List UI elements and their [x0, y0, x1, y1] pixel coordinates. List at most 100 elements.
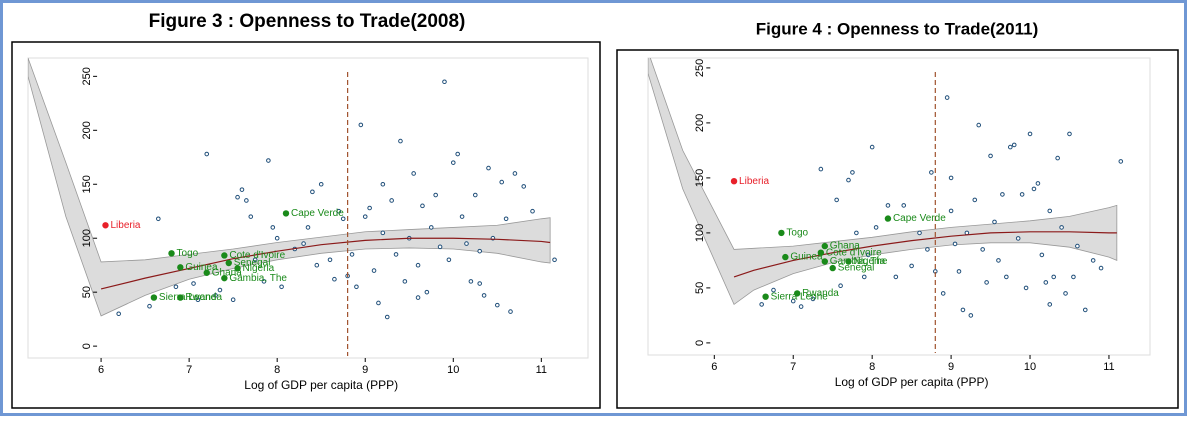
scatter-point: [508, 309, 513, 314]
y-tick-label: 0: [81, 343, 93, 349]
scatter-point: [156, 216, 161, 222]
x-tick-label: 9: [362, 364, 368, 376]
scatter-point: [354, 284, 359, 290]
scatter-point: [393, 252, 399, 257]
scatter-point: [988, 153, 993, 159]
point-label: Gambia, The: [229, 273, 287, 284]
scatter-point: [1043, 280, 1049, 285]
labeled-point: [168, 250, 175, 257]
labeled-point: [829, 264, 836, 272]
scatter-point: [1067, 131, 1072, 137]
y-tick-label: 250: [81, 67, 93, 85]
y-tick-label: 150: [81, 175, 93, 193]
scatter-point: [1071, 274, 1076, 280]
scatter-point: [362, 214, 368, 219]
labeled-point: [177, 294, 184, 301]
scatter-point: [455, 151, 460, 157]
labeled-point: [221, 252, 228, 259]
point-label: Sierra Leone: [159, 292, 217, 303]
scatter-point: [952, 241, 958, 247]
scatter-point: [972, 197, 978, 203]
point-label: Ghana: [830, 241, 860, 252]
scatter-point: [976, 122, 982, 128]
y-tick-label: 250: [694, 59, 706, 77]
scatter-point: [252, 257, 258, 263]
labeled-point: [234, 265, 241, 272]
scatter-point: [380, 181, 386, 187]
scatter-point: [873, 225, 879, 230]
labeled-point: [150, 294, 158, 301]
labeled-point: [102, 222, 109, 229]
scatter-point: [384, 314, 390, 320]
point-label: Ghana: [212, 267, 242, 278]
point-label: Togo: [786, 228, 808, 239]
scatter-point: [968, 313, 974, 318]
x-tick-label: 7: [186, 364, 192, 376]
scatter-point: [486, 165, 491, 171]
scatter-point: [230, 297, 236, 303]
scatter-point: [956, 269, 962, 274]
scatter-point: [1047, 302, 1053, 307]
scatter-point: [1000, 192, 1005, 197]
point-label: Cote d'Ivoire: [826, 247, 882, 258]
labeled-point: [817, 249, 825, 256]
x-axis-label: Log of GDP per capita (PPP): [835, 375, 989, 389]
scatter-point: [217, 287, 223, 293]
scatter-point: [893, 274, 899, 280]
x-axis-label: Log of GDP per capita (PPP): [244, 378, 398, 392]
scatter-point: [1063, 291, 1068, 296]
scatter-point: [459, 214, 465, 219]
y-tick-label: 50: [81, 286, 93, 298]
scatter-point: [191, 281, 196, 286]
scatter-point: [481, 293, 487, 298]
plot-area: [647, 57, 1151, 356]
labeled-point: [884, 215, 892, 222]
scatter-point: [310, 189, 315, 195]
scatter-point: [909, 263, 914, 269]
scatter-point: [477, 281, 482, 286]
scatter-point: [248, 214, 254, 219]
scatter-point: [1004, 274, 1009, 280]
confidence-band: [648, 58, 1118, 306]
scatter-point: [415, 262, 421, 268]
chart-frame: [616, 49, 1179, 409]
point-label: Senegal: [234, 258, 271, 269]
scatter-point: [1027, 131, 1033, 137]
scatter-point: [446, 257, 452, 263]
x-tick-label: 9: [948, 361, 954, 373]
scatter-point: [376, 300, 381, 306]
scatter-point: [948, 175, 954, 181]
scatter-point: [1082, 307, 1088, 313]
scatter-point: [411, 171, 416, 176]
scatter-point: [1075, 243, 1080, 249]
labeled-point: [282, 210, 290, 217]
scatter-point: [428, 225, 434, 230]
labeled-point: [221, 274, 228, 282]
scatter-point: [759, 302, 764, 307]
scatter-point: [1031, 186, 1037, 192]
scatter-point: [340, 216, 346, 222]
scatter-point: [239, 187, 245, 192]
scatter-point: [798, 304, 804, 309]
labeled-point: [821, 258, 829, 265]
scatter-point: [980, 247, 985, 252]
x-tick-label: 6: [711, 361, 717, 373]
scatter-point: [838, 283, 843, 289]
scatter-point: [948, 208, 954, 214]
scatter-point: [521, 184, 527, 189]
scatter-point: [512, 171, 518, 176]
scatter-point: [503, 216, 509, 222]
scatter-point: [1051, 274, 1057, 280]
scatter-point: [1090, 258, 1096, 263]
scatter-point: [1007, 144, 1013, 150]
scatter-point: [204, 151, 210, 157]
point-label: Togo: [177, 248, 199, 259]
y-tick-label: 100: [694, 224, 706, 242]
labeled-point: [225, 259, 232, 267]
scatter-point: [301, 241, 306, 246]
